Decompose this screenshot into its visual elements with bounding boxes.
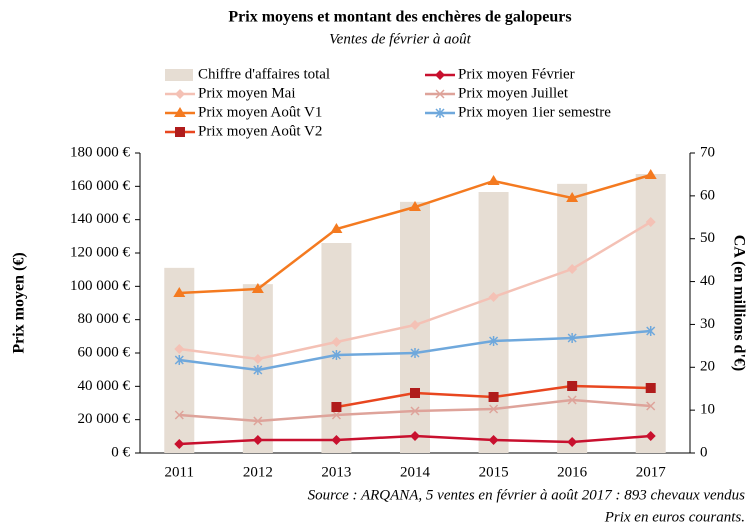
- point: [487, 175, 500, 185]
- legend-marker: [175, 127, 185, 137]
- legend-marker: [435, 89, 445, 99]
- legend-label: Prix moyen Mai: [198, 85, 296, 101]
- point: [410, 431, 420, 441]
- point: [251, 283, 264, 293]
- y-tick-label: 0 €: [111, 444, 130, 460]
- point: [410, 348, 420, 358]
- point: [331, 337, 342, 347]
- y2-tick-label: 20: [700, 359, 715, 375]
- point: [174, 410, 184, 420]
- point: [488, 392, 499, 402]
- point: [489, 404, 499, 414]
- y2-tick-label: 70: [700, 144, 715, 160]
- source: Source : ARQANA, 5 ventes en février à a…: [308, 487, 746, 503]
- point: [645, 217, 656, 227]
- point: [331, 435, 342, 445]
- bar: [635, 174, 666, 453]
- point: [410, 406, 420, 416]
- bar: [557, 183, 588, 453]
- point: [488, 435, 499, 445]
- x-tick-label: 2014: [400, 464, 431, 480]
- point: [567, 381, 578, 391]
- legend-label: Chiffre d'affaires total: [198, 66, 330, 82]
- chart-title: Prix moyens et montant des enchères de g…: [228, 9, 571, 26]
- legend-label: Prix moyen 1ier semestre: [458, 104, 611, 120]
- point: [331, 410, 341, 420]
- legend-marker: [435, 108, 445, 118]
- point: [644, 169, 657, 179]
- y2-tick-label: 30: [700, 316, 715, 332]
- y-tick-label: 100 000 €: [70, 278, 131, 294]
- bar: [321, 243, 352, 453]
- y-tick-label: 20 000 €: [78, 411, 131, 427]
- point: [331, 402, 342, 412]
- point: [567, 395, 577, 405]
- bar: [478, 192, 509, 453]
- point: [174, 439, 185, 449]
- x-tick-label: 2017: [636, 464, 667, 480]
- point: [645, 383, 656, 393]
- source: Prix en euros courants.: [604, 509, 745, 525]
- point: [252, 435, 263, 445]
- y-tick-label: 140 000 €: [70, 211, 131, 227]
- point: [331, 350, 341, 360]
- x-tick-label: 2013: [321, 464, 351, 480]
- y-tick-label: 160 000 €: [70, 178, 131, 194]
- y-tick-label: 80 000 €: [78, 311, 131, 327]
- point: [409, 201, 421, 211]
- y-tick-label: 180 000 €: [70, 144, 131, 160]
- point: [174, 344, 185, 354]
- y2-tick-label: 40: [700, 273, 715, 289]
- y2-tick-label: 0: [700, 444, 708, 460]
- point: [253, 365, 263, 375]
- legend-label: Prix moyen Août V1: [198, 104, 322, 120]
- point: [174, 355, 184, 365]
- legend-label: Prix moyen Août V2: [198, 123, 322, 139]
- legend-swatch: [165, 69, 193, 81]
- point: [489, 336, 499, 346]
- x-tick-label: 2011: [165, 464, 194, 480]
- point: [645, 431, 656, 441]
- y-axis-label: Prix moyen (€): [11, 252, 28, 353]
- point: [566, 192, 579, 202]
- point: [173, 287, 186, 297]
- chart-subtitle: Ventes de février à août: [329, 31, 471, 47]
- y-tick-label: 120 000 €: [70, 244, 131, 260]
- x-tick-label: 2012: [243, 464, 273, 480]
- y2-tick-label: 60: [700, 187, 715, 203]
- legend-marker: [174, 107, 186, 117]
- point: [410, 388, 420, 398]
- y2-tick-label: 10: [700, 402, 715, 418]
- legend-label: Prix moyen Juillet: [458, 85, 569, 101]
- point: [567, 264, 578, 274]
- point: [252, 354, 263, 364]
- point: [567, 333, 577, 343]
- point: [646, 326, 656, 336]
- point: [646, 401, 656, 411]
- point: [410, 320, 420, 330]
- legend-marker: [435, 70, 445, 80]
- legend-marker: [175, 89, 185, 99]
- y-tick-label: 40 000 €: [78, 378, 131, 394]
- y-tick-label: 60 000 €: [78, 344, 131, 360]
- point: [567, 437, 578, 447]
- point: [330, 223, 343, 233]
- y2-axis-label: CA (en millions d'€): [730, 235, 747, 371]
- x-tick-label: 2015: [479, 464, 509, 480]
- point: [488, 292, 499, 302]
- x-tick-label: 2016: [557, 464, 588, 480]
- y2-tick-label: 50: [700, 230, 715, 246]
- point: [253, 416, 263, 426]
- legend-label: Prix moyen Février: [458, 66, 575, 82]
